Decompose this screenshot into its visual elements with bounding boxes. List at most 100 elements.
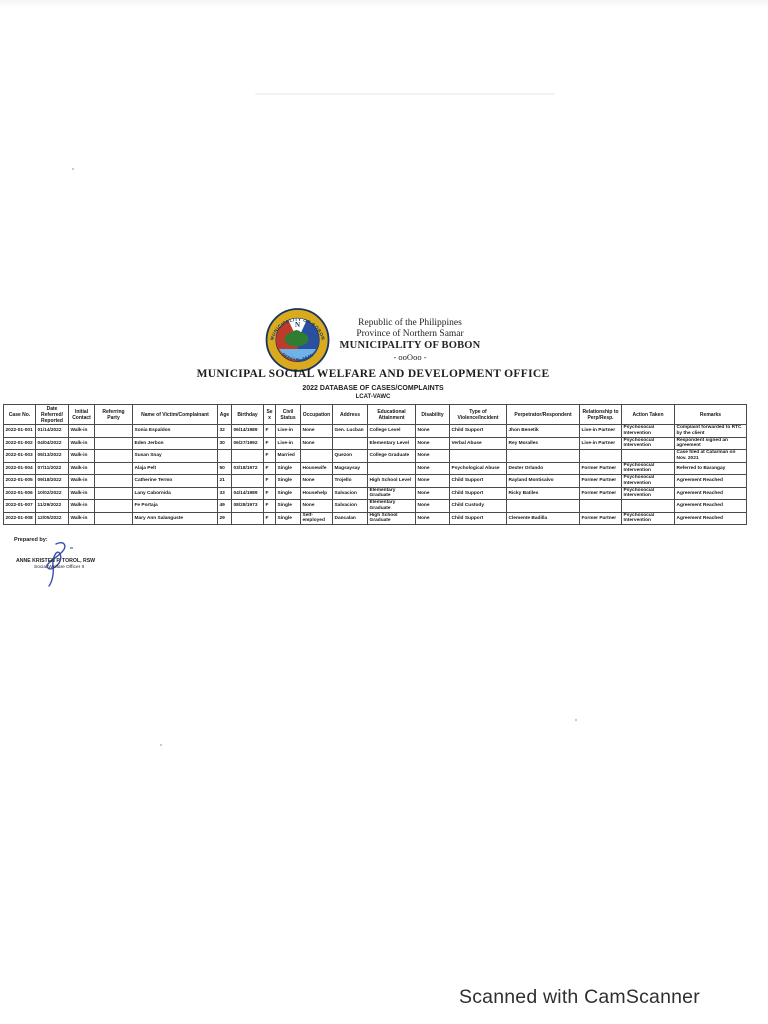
table-cell: None [415,461,450,475]
table-cell: None [300,499,333,513]
municipal-seal-icon: N MUNICIPALITY OF BOBON OFFICIAL SEAL [265,308,330,372]
prepared-by-label: Prepared by: [14,537,48,543]
table-row: 2022-01-001 01/14/2022 Walk-in Sonia Espald… [3,424,747,438]
table-cell: Elementary Level [367,436,416,450]
table-cell: F [263,511,276,525]
table-cell: College Graduate [367,449,416,463]
table-row: 2022-01-008 12/05/2022 Walk-in Mary Ann Sal… [3,511,747,525]
table-cell: Live-in [275,424,301,438]
table-cell: Jhon Benetik [506,424,580,438]
table-cell: 2022-01-004 [3,461,36,475]
table-row: 2022-01-006 10/02/2022 Walk-in Lany Caborni… [3,486,747,500]
table-cell [94,436,133,450]
table-cell: Rey Moralles [506,436,580,450]
table-cell: High School Graduate [367,511,416,525]
table-cell [449,449,507,463]
table-cell: None [415,499,450,513]
table-cell: Lany Cabornida [132,486,218,500]
table-cell: 11/29/2022 [35,499,69,513]
signature-ink [46,542,73,587]
scan-speck [575,719,577,721]
table-cell: Respondent signed an agreement [674,436,747,450]
table-cell: 03/18/1972 [231,461,264,475]
table-cell: Self-employed [300,511,333,525]
table-cell: 2022-01-005 [3,474,36,488]
table-cell: Single [275,499,301,513]
document-subtitle: LCAT-VAWC [355,394,391,400]
table-cell [300,449,333,463]
scan-edge-shadow [0,0,768,8]
table-cell: Magsaysay [332,461,368,475]
table-cell: Househelp [300,486,333,500]
column-header: Occupation [300,404,333,425]
table-cell: Single [275,511,301,525]
table-cell: F [263,461,276,475]
table-cell: 32 [217,424,232,438]
table-cell: Sonia Espaldon [132,424,218,438]
table-cell: Psychological Abuse [449,461,507,475]
table-cell: 04/04/2022 [35,436,69,450]
table-cell: Walk-in [68,424,95,438]
column-header: Type of Violence/Incident [449,404,507,425]
table-cell: Alaja Pelt [132,461,218,475]
table-cell: College Level [367,424,416,438]
table-cell: 12/05/2022 [35,511,69,525]
table-cell: Fe Portaja [132,499,218,513]
table-cell: Verbal Abuse [449,436,507,450]
table-cell: 50 [217,461,232,475]
table-cell: 49 [217,499,232,513]
table-cell: Gen. Lucban [332,424,368,438]
table-cell: Psychosocial Intervention [621,511,675,525]
table-cell: 29 [217,511,232,525]
table-cell: None [415,436,450,450]
column-header: Initial Contact [68,404,95,425]
table-cell: Child Support [449,486,507,500]
table-cell: Quezon [332,449,368,463]
table-cell: 01/14/2022 [35,424,69,438]
table-cell: Eden Jerbon [132,436,218,450]
republic-line: Republic of the Philippines [358,318,462,328]
table-cell [579,499,622,513]
column-header: Action Taken [621,404,675,425]
table-cell [231,449,264,463]
cases-table-wrapper: Case No. Date Referred/ Reported Initial C… [3,404,747,525]
column-header: Remarks [674,404,747,425]
table-cell: F [263,436,276,450]
table-cell: Live-in Partner [579,424,622,438]
table-cell: Walk-in [68,474,95,488]
table-cell: 2022-01-001 [3,424,36,438]
table-cell: F [263,499,276,513]
table-cell: Complaint forwarded to RTC by the client [674,424,747,438]
column-header: Civil Status [275,404,301,425]
table-cell: None [415,486,450,500]
table-cell: 2022-01-002 [3,436,36,450]
table-cell [621,499,675,513]
table-cell [231,474,264,488]
table-cell: Former Partner [579,461,622,475]
preparer-title: Social Welfare Officer II [34,565,85,570]
table-cell: Child Support [449,424,507,438]
scan-speck [72,168,74,170]
camscanner-watermark: Scanned with CamScanner [459,986,700,1008]
table-cell: Salvacion [332,499,368,513]
table-cell: None [415,449,450,463]
cases-table: Case No. Date Referred/ Reported Initial C… [3,404,747,525]
table-head: Case No. Date Referred/ Reported Initial C… [3,404,747,425]
table-cell: Salvacion [332,486,368,500]
table-cell [94,461,133,475]
table-cell: Psychosocial Intervention [621,424,675,438]
table-cell: None [415,424,450,438]
column-header: Sex [263,404,276,425]
table-cell: 10/02/2022 [35,486,69,500]
table-cell [94,511,133,525]
table-row: 2022-01-005 09/18/2022 Walk-in Catherine Te… [3,474,747,488]
table-cell: Walk-in [68,449,95,463]
table-cell: 2022-01-006 [3,486,36,500]
table-cell: Live-in Partner [579,436,622,450]
table-row: 2022-01-002 04/04/2022 Walk-in Eden Jerbon 3… [3,436,747,450]
table-cell: Agreement Reached [674,499,747,513]
svg-text:N: N [295,321,300,329]
column-header: Name of Victim/Complainant [132,404,218,425]
column-header: Address [332,404,368,425]
